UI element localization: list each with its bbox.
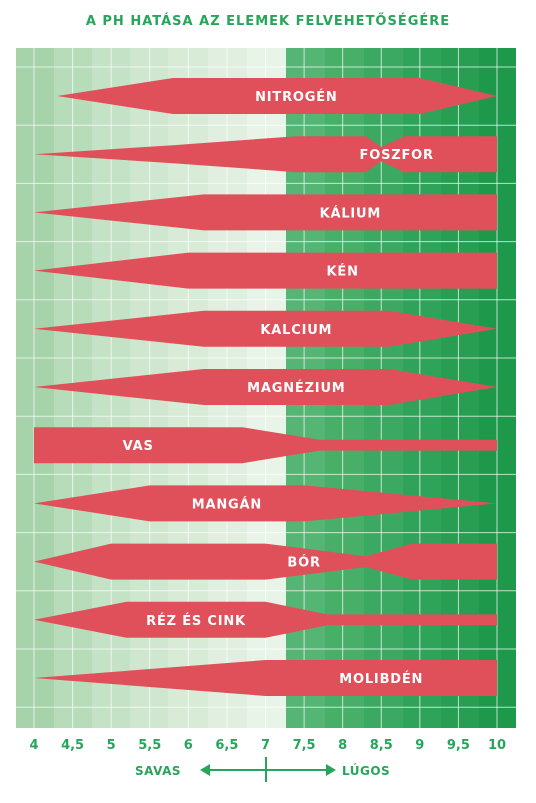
element-label: BÓR	[287, 555, 320, 571]
element-shape	[34, 310, 497, 347]
ph-tick-label: 4	[29, 738, 39, 753]
ph-tick-label: 8,5	[369, 738, 393, 753]
ph-tick-label: 6,5	[215, 738, 239, 753]
element-label: RÉZ ÉS CINK	[146, 613, 246, 629]
ph-tick-label: 8	[338, 738, 348, 753]
element-label: MANGÁN	[192, 496, 262, 512]
ph-tick-label: 5	[106, 738, 116, 753]
element-label: FOSZFOR	[360, 148, 434, 163]
element-shape	[34, 369, 497, 405]
ph-tick-label: 4,5	[61, 738, 85, 753]
element-shape	[34, 252, 497, 289]
arrow-head-right-icon	[326, 764, 336, 776]
element-shape	[34, 543, 497, 580]
element-shape	[34, 601, 497, 638]
element-label: NITROGÉN	[255, 89, 337, 105]
element-shape	[34, 194, 497, 231]
element-shape	[34, 485, 497, 522]
element-label: KÉN	[327, 264, 359, 280]
element-shape	[34, 427, 497, 464]
element-shape	[34, 136, 497, 173]
ph-tick-label: 5,5	[138, 738, 162, 753]
ph-tick-label: 9	[415, 738, 425, 753]
element-shape	[34, 660, 497, 696]
acid-label: SAVAS	[135, 764, 182, 778]
element-label: MAGNÉZIUM	[247, 380, 345, 396]
chart-title: A PH HATÁSA AZ ELEMEK FELVEHETŐSÉGÉRE	[85, 14, 451, 29]
element-label: KÁLIUM	[320, 205, 382, 221]
arrow-head-left-icon	[200, 764, 210, 776]
element-shape	[57, 78, 497, 114]
ph-tick-label: 10	[487, 738, 507, 753]
element-label: KALCIUM	[260, 323, 332, 338]
ph-tick-label: 7,5	[292, 738, 316, 753]
element-label: MOLIBDÉN	[339, 671, 423, 687]
element-label: VAS	[123, 439, 154, 454]
ph-tick-label: 9,5	[446, 738, 470, 753]
ph-tick-label: 6	[183, 738, 193, 753]
ph-tick-label: 7	[260, 738, 271, 753]
alkaline-label: LÚGOS	[342, 764, 391, 778]
